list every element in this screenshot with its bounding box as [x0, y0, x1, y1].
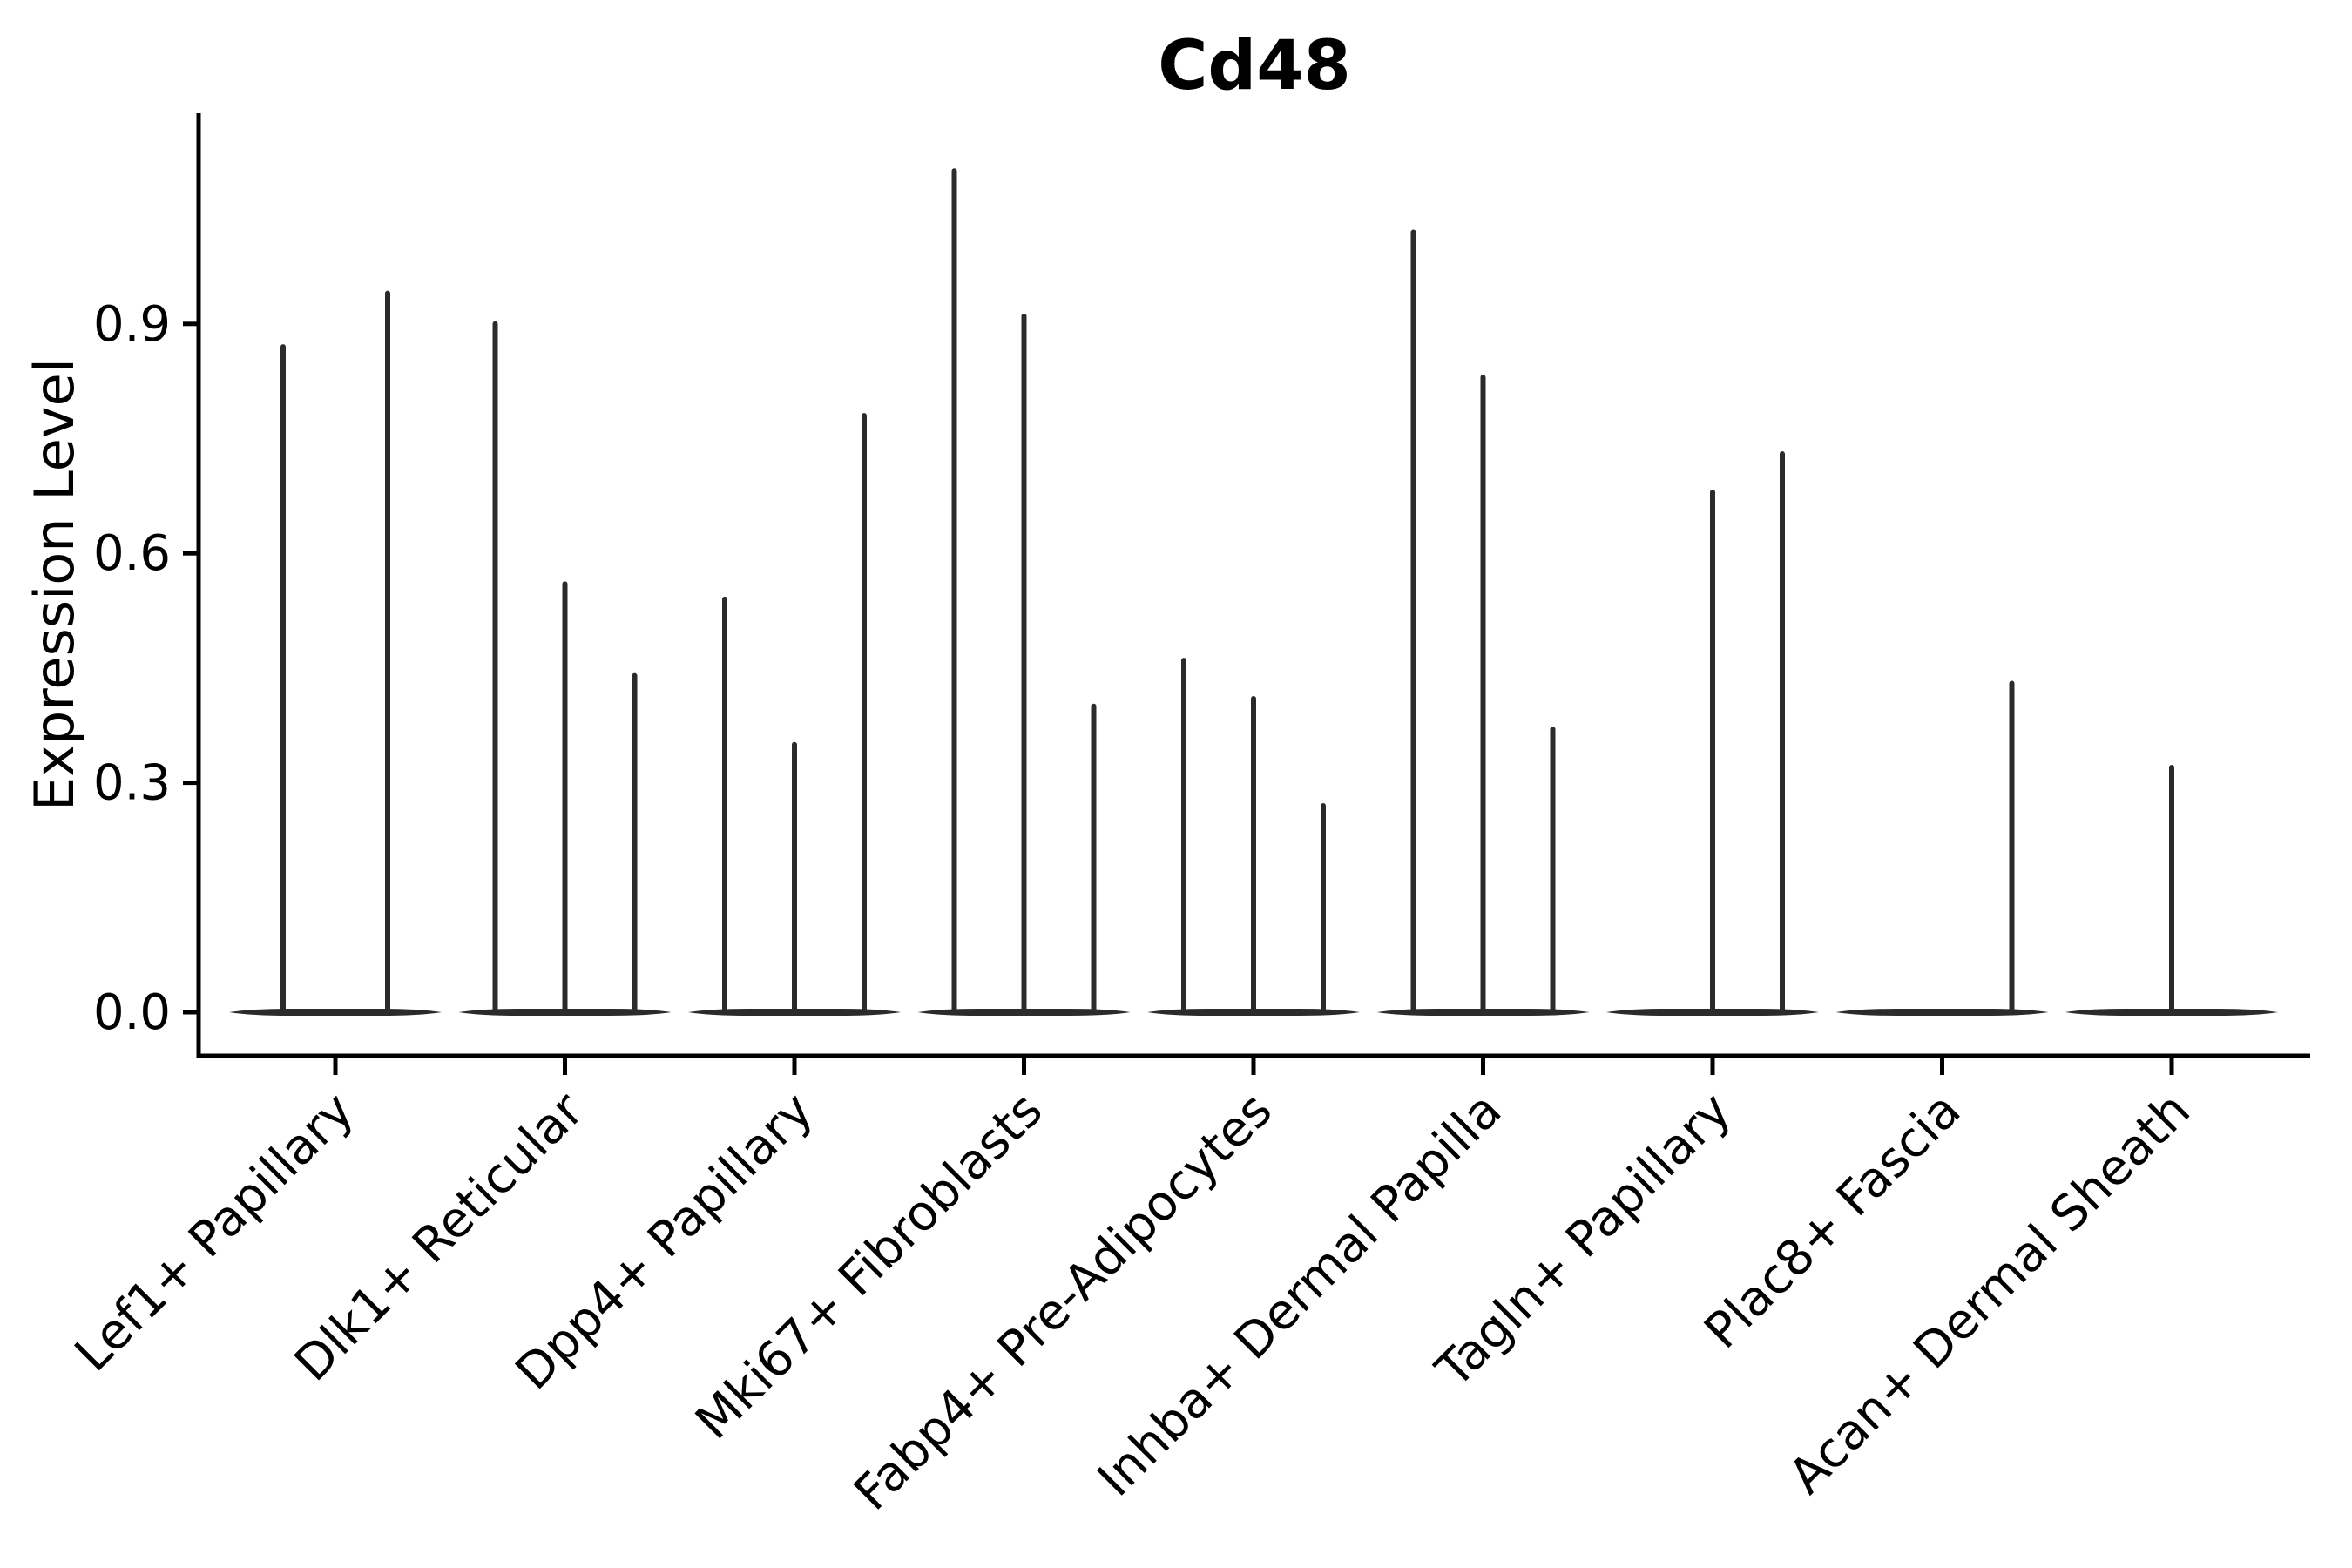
y-axis-ticks: 0.0 0.3 0.6 0.9 — [93, 296, 197, 1041]
x-tick-label: Acan+ Dermal Sheath — [1778, 1082, 2201, 1505]
x-tick-label: Fabp4+ Pre-Adipocytes — [843, 1082, 1283, 1522]
y-tick-label: 0.6 — [93, 525, 171, 582]
y-axis-label: Expression Level — [23, 358, 86, 811]
y-tick-label: 0.3 — [93, 755, 171, 812]
x-tick-label: Inhba+ Dermal Papilla — [1087, 1082, 1513, 1508]
chart-title: Cd48 — [1158, 27, 1351, 105]
violins — [229, 168, 2278, 1016]
y-tick-label: 0.9 — [93, 296, 171, 353]
violin-baseline — [229, 1009, 442, 1016]
y-tick-label: 0.0 — [93, 984, 171, 1041]
violin-baseline — [1835, 1009, 2049, 1016]
